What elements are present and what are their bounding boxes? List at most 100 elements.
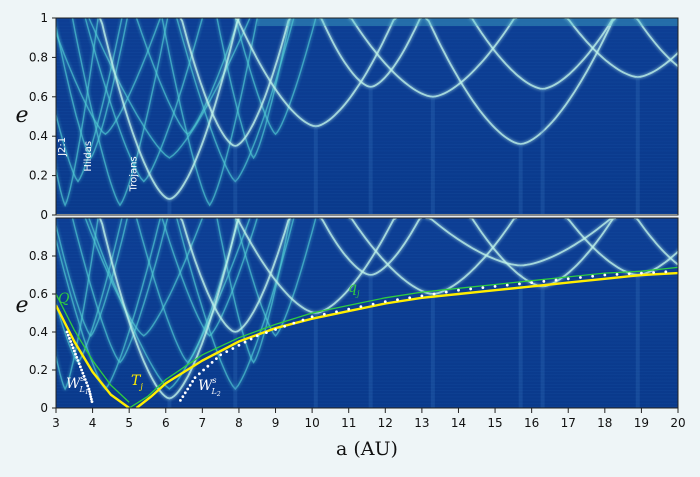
resonance-shadow	[368, 275, 373, 408]
dot-W_L2	[591, 274, 595, 278]
dot-W_L2	[493, 285, 497, 288]
resonance-arc	[56, 218, 99, 391]
dot-W_L2	[206, 364, 210, 368]
label-W-L2-main: W	[198, 378, 214, 394]
dot-W_L1	[71, 346, 75, 350]
x-tick-label: 15	[487, 416, 502, 430]
x-tick-label: 3	[52, 416, 60, 430]
resonance-arc	[424, 18, 617, 146]
x-tick-label: 19	[634, 416, 649, 430]
dot-W_L2	[579, 276, 582, 279]
resonance-shadow	[233, 332, 238, 408]
dot-W_L2	[542, 279, 546, 283]
dot-W_L1	[72, 349, 76, 353]
dot-W_L1	[83, 378, 87, 381]
x-tick-label: 18	[597, 416, 612, 430]
dot-W_L1	[75, 355, 79, 359]
annotation-label: J2:1	[57, 137, 68, 157]
resonance-arc	[234, 218, 397, 314]
dot-W_L2	[603, 273, 607, 277]
dot-W_L1	[65, 330, 69, 334]
dot-W_L2	[249, 337, 253, 341]
x-tick-label: 8	[235, 416, 243, 430]
label-W-L1-sub: L	[79, 385, 85, 394]
resonance-arc	[161, 218, 258, 337]
resonance-shadow	[540, 286, 545, 408]
dot-W_L2	[652, 271, 656, 274]
dot-W_L2	[615, 272, 619, 276]
resonance-shadow	[368, 86, 373, 215]
dot-W_L2	[664, 270, 668, 274]
resonance-arc	[348, 18, 518, 98]
dot-W_L1	[70, 343, 74, 347]
label-T-j-main: T	[131, 373, 142, 389]
curve-T_j	[135, 271, 678, 408]
bottom-frame	[55, 217, 679, 409]
annotation-label: Trojans	[128, 156, 139, 192]
resonance-arc	[56, 18, 123, 183]
resonance-arc	[319, 18, 422, 88]
curve-q_j	[128, 266, 678, 408]
resonance-shadow	[430, 96, 435, 215]
resonance-arc	[71, 218, 169, 364]
curve-Q	[56, 293, 130, 403]
resonance-arc	[179, 18, 291, 148]
resonance-shadow	[518, 265, 523, 408]
top-panel-background	[56, 18, 678, 215]
resonance-shadow	[430, 294, 435, 408]
dot-W_L2	[197, 372, 201, 376]
dot-W_L2	[457, 288, 460, 292]
top-fringe	[257, 18, 678, 26]
label-W-L1-main: W	[66, 376, 82, 392]
dot-W_L2	[183, 391, 187, 395]
resonance-arc	[161, 18, 258, 207]
dot-W_L2	[301, 318, 305, 322]
x-tick-label: 10	[304, 416, 319, 430]
dot-W_L2	[554, 278, 558, 282]
dot-W_L2	[640, 271, 643, 275]
y-tick-label-top: 0.4	[29, 129, 48, 143]
resonance-arc	[564, 18, 678, 79]
resonance-arc	[176, 18, 295, 183]
dot-W_L2	[383, 300, 387, 303]
resonance-arc	[56, 218, 128, 337]
dot-W_L1	[88, 390, 91, 393]
resonance-arc	[216, 18, 291, 160]
dot-W_L1	[69, 340, 73, 343]
y-tick-label-bottom: 0.4	[29, 325, 48, 339]
label-q-j: qj	[348, 280, 360, 298]
dot-W_L2	[202, 368, 205, 372]
annotation-label: Hildas	[83, 141, 94, 172]
y-tick-label-top: 1	[40, 11, 48, 25]
x-tick-label: 13	[414, 416, 429, 430]
dot-W_L1	[86, 384, 90, 388]
resonance-shadow	[635, 77, 640, 215]
x-tick-label: 4	[89, 416, 97, 430]
x-tick-label: 6	[162, 416, 170, 430]
dot-W_L2	[627, 272, 631, 276]
dot-W_L2	[243, 340, 247, 344]
dot-W_L2	[214, 357, 218, 360]
resonance-arc	[216, 218, 291, 364]
label-W-L2: Ws L2	[198, 376, 221, 398]
dot-W_L2	[237, 343, 241, 347]
dot-W_L2	[432, 292, 436, 296]
resonance-arc	[634, 18, 678, 68]
dot-W_L2	[481, 286, 485, 290]
dot-W_L1	[66, 333, 70, 337]
resonance-arc	[99, 218, 240, 400]
label-T-j-sub: j	[138, 382, 143, 391]
dot-W_L1	[76, 359, 80, 362]
resonance-arc	[56, 218, 123, 364]
bottom-curves	[56, 266, 678, 408]
dot-W_L2	[225, 350, 229, 354]
curve-Q-left	[56, 304, 130, 408]
dot-W_L2	[231, 347, 235, 350]
dot-W_L2	[530, 281, 534, 284]
dot-W_L2	[274, 328, 277, 331]
dot-W_L2	[255, 334, 259, 338]
resonance-arc	[84, 218, 204, 337]
